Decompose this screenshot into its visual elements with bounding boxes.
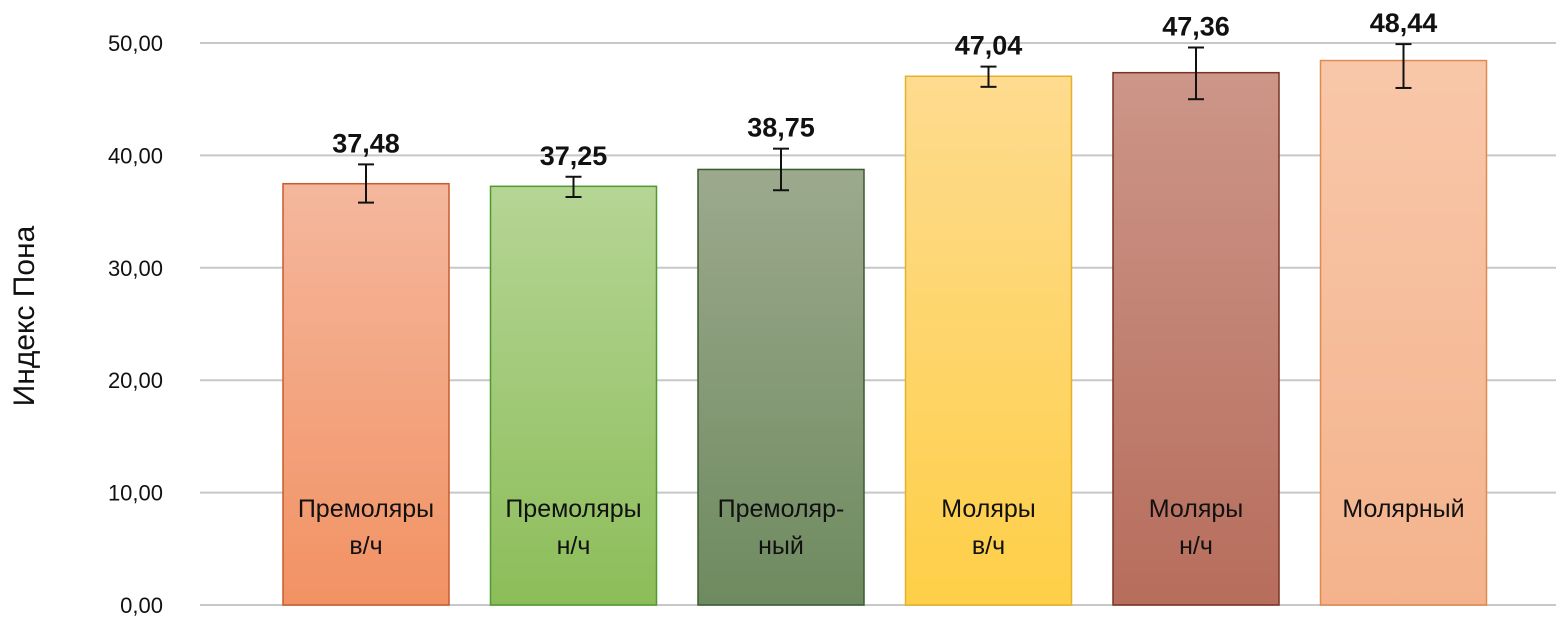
category-label-line: в/ч [349,532,382,560]
bar-group: 38,75 Премоляр-ный [697,113,865,606]
bar [489,185,658,606]
bar [904,75,1073,606]
category-label-line: Молярный [1342,495,1464,523]
category-label-line: ный [758,532,804,560]
category-label: Моляры в/ч [941,495,1035,560]
y-axis-title: Индекс Пона [8,225,41,406]
category-label-line: Моляры [941,495,1035,523]
y-tick-label: 50,00 [108,31,163,56]
category-label: Моляры н/ч [1149,495,1243,560]
category-label-line: н/ч [557,532,591,560]
bar [1112,71,1280,606]
data-label: 48,44 [1370,8,1438,38]
category-label: Премоляры в/ч [298,495,434,560]
data-label: 37,48 [332,128,400,158]
y-tick-label: 30,00 [108,256,163,281]
bar-group: 47,04 Моляры в/ч [904,31,1073,606]
category-label-line: н/ч [1179,532,1213,560]
category-label: Премоляры н/ч [505,495,641,560]
category-label-line: Премоляр- [718,495,845,523]
category-label-line: Премоляры [298,495,434,523]
bar-group: 47,36 Моляры н/ч [1112,11,1280,606]
category-label-line: Премоляры [505,495,641,523]
bar-group: 37,25 Премоляры н/ч [489,141,658,606]
y-tick-label: 40,00 [108,143,163,168]
data-label: 47,04 [955,31,1023,61]
y-axis-tick-labels: 0,00 10,00 20,00 30,00 40,00 50,00 [108,31,163,618]
bar-group: 48,44 Молярный [1319,8,1488,606]
data-label: 37,25 [540,141,608,171]
category-label: Премоляр-ный [718,495,845,560]
category-label-line: Моляры [1149,495,1243,523]
data-label: 47,36 [1162,11,1230,41]
bar [1319,59,1488,606]
y-tick-label: 10,00 [108,481,163,506]
y-tick-label: 20,00 [108,368,163,393]
category-label-line: в/ч [972,532,1005,560]
bar-group: 37,48 Премоляры в/ч [282,128,450,606]
data-label: 38,75 [747,113,815,143]
bar [282,182,450,606]
bar [697,168,865,606]
y-tick-label: 0,00 [120,593,163,618]
bars: 37,48 Премоляры в/ч 37,25 Премоляры н/ч 38,75 П… [282,8,1488,606]
category-label: Молярный [1342,495,1464,523]
